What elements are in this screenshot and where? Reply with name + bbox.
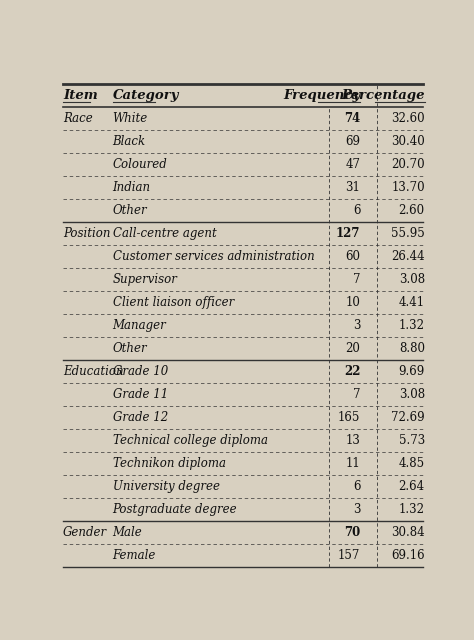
- Text: Position: Position: [63, 227, 110, 240]
- Text: 157: 157: [338, 549, 360, 562]
- Text: 26.44: 26.44: [391, 250, 425, 263]
- Text: Category: Category: [112, 90, 179, 102]
- Text: Education: Education: [63, 365, 124, 378]
- Text: Postgraduate degree: Postgraduate degree: [112, 503, 237, 516]
- Text: 22: 22: [344, 365, 360, 378]
- Text: Indian: Indian: [112, 181, 151, 195]
- Text: 3.08: 3.08: [399, 388, 425, 401]
- Text: 3: 3: [353, 319, 360, 332]
- Text: Technical college diploma: Technical college diploma: [112, 434, 267, 447]
- Text: Grade 10: Grade 10: [112, 365, 168, 378]
- Text: 32.60: 32.60: [391, 113, 425, 125]
- Text: Frequency: Frequency: [283, 90, 360, 102]
- Text: Manager: Manager: [112, 319, 166, 332]
- Text: 13: 13: [346, 434, 360, 447]
- Text: 6: 6: [353, 204, 360, 218]
- Text: Other: Other: [112, 204, 147, 218]
- Text: 70: 70: [344, 526, 360, 539]
- Text: 4.41: 4.41: [399, 296, 425, 309]
- Text: Black: Black: [112, 135, 146, 148]
- Text: 9.69: 9.69: [399, 365, 425, 378]
- Text: 1.32: 1.32: [399, 503, 425, 516]
- Text: 10: 10: [346, 296, 360, 309]
- Text: 6: 6: [353, 480, 360, 493]
- Text: 72.69: 72.69: [391, 412, 425, 424]
- Text: 60: 60: [346, 250, 360, 263]
- Text: 74: 74: [344, 113, 360, 125]
- Text: 47: 47: [346, 158, 360, 172]
- Text: University degree: University degree: [112, 480, 219, 493]
- Text: Client liaison officer: Client liaison officer: [112, 296, 234, 309]
- Text: Female: Female: [112, 549, 156, 562]
- Text: Grade 12: Grade 12: [112, 412, 168, 424]
- Text: 4.85: 4.85: [399, 457, 425, 470]
- Text: 3: 3: [353, 503, 360, 516]
- Text: Grade 11: Grade 11: [112, 388, 168, 401]
- Text: 30.40: 30.40: [391, 135, 425, 148]
- Text: 30.84: 30.84: [391, 526, 425, 539]
- Text: 55.95: 55.95: [391, 227, 425, 240]
- Text: 3.08: 3.08: [399, 273, 425, 286]
- Text: Customer services administration: Customer services administration: [112, 250, 314, 263]
- Text: Call-centre agent: Call-centre agent: [112, 227, 216, 240]
- Text: 1.32: 1.32: [399, 319, 425, 332]
- Text: 13.70: 13.70: [391, 181, 425, 195]
- Text: Supervisor: Supervisor: [112, 273, 177, 286]
- Text: 69: 69: [346, 135, 360, 148]
- Text: 8.80: 8.80: [399, 342, 425, 355]
- Text: 5.73: 5.73: [399, 434, 425, 447]
- Text: 69.16: 69.16: [391, 549, 425, 562]
- Text: 20.70: 20.70: [391, 158, 425, 172]
- Text: 165: 165: [338, 412, 360, 424]
- Text: 2.60: 2.60: [399, 204, 425, 218]
- Text: Gender: Gender: [63, 526, 107, 539]
- Text: Percentage: Percentage: [341, 90, 425, 102]
- Text: Item: Item: [63, 90, 98, 102]
- Text: 7: 7: [353, 273, 360, 286]
- Text: 2.64: 2.64: [399, 480, 425, 493]
- Text: 11: 11: [346, 457, 360, 470]
- Text: White: White: [112, 113, 148, 125]
- Text: Male: Male: [112, 526, 142, 539]
- Text: 7: 7: [353, 388, 360, 401]
- Text: Other: Other: [112, 342, 147, 355]
- Text: Technikon diploma: Technikon diploma: [112, 457, 226, 470]
- Text: 20: 20: [346, 342, 360, 355]
- Text: 127: 127: [336, 227, 360, 240]
- Text: 31: 31: [346, 181, 360, 195]
- Text: Race: Race: [63, 113, 93, 125]
- Text: Coloured: Coloured: [112, 158, 167, 172]
